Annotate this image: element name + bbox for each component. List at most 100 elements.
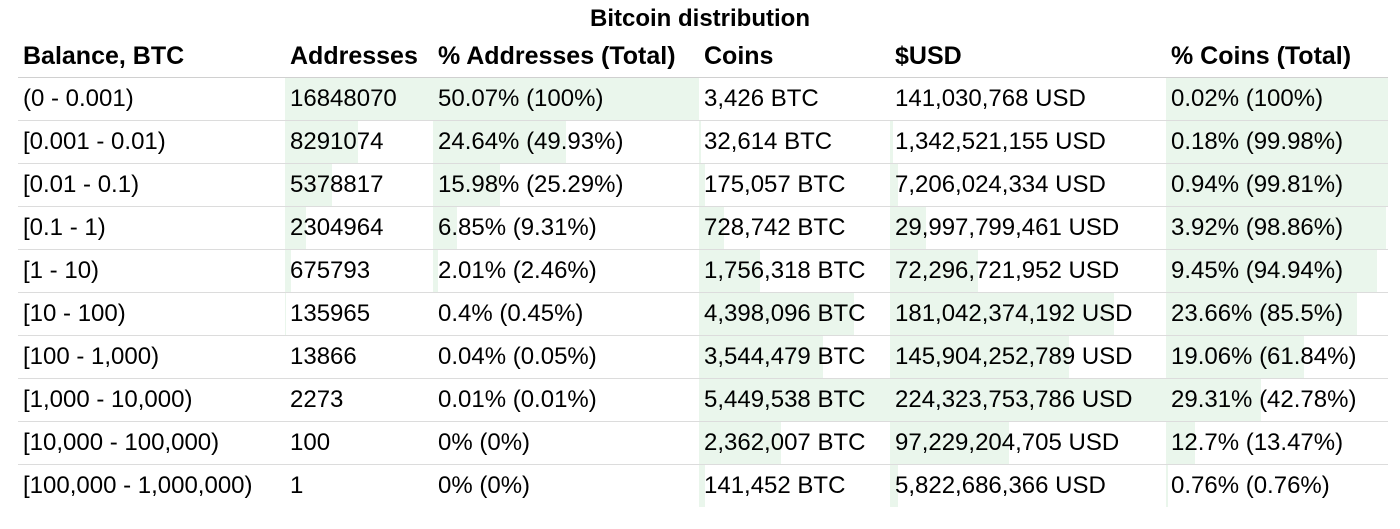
cell-pct-coins: 19.06% (61.84%) xyxy=(1166,335,1388,379)
cell-balance-text: [100,000 - 1,000,000) xyxy=(23,472,253,499)
header-row: Balance, BTC Addresses % Addresses (Tota… xyxy=(18,35,1388,78)
share-bar xyxy=(1166,121,1388,163)
cell-addresses-text: 8291074 xyxy=(290,128,384,155)
cell-addresses-text: 675793 xyxy=(290,257,371,284)
share-bar xyxy=(1166,78,1388,120)
cell-addresses-text: 2304964 xyxy=(290,214,384,241)
cell-pct-addresses-text: 0.4% (0.45%) xyxy=(438,300,584,327)
cell-coins-text: 32,614 BTC xyxy=(704,128,833,155)
table-row: (0 - 0.001) 16848070 50.07% (100%) 3,426 BT… xyxy=(18,77,1388,121)
cell-pct-addresses-text: 2.01% (2.46%) xyxy=(438,257,597,284)
cell-usd-text: 29,997,799,461 USD xyxy=(895,214,1120,241)
share-bar xyxy=(1166,207,1386,249)
cell-usd-text: 141,030,768 USD xyxy=(895,85,1086,112)
share-bar xyxy=(285,78,433,120)
cell-balance-text: [100 - 1,000) xyxy=(23,343,160,370)
cell-pct-addresses: 24.64% (49.93%) xyxy=(433,120,699,164)
cell-pct-coins: 0.02% (100%) xyxy=(1166,77,1388,121)
share-bar xyxy=(699,465,705,507)
cell-addresses: 8291074 xyxy=(285,120,433,164)
cell-balance: [10 - 100) xyxy=(18,292,285,336)
share-bar xyxy=(699,207,724,249)
cell-pct-addresses-text: 0.01% (0.01%) xyxy=(438,386,597,413)
cell-balance-text: [0.01 - 0.1) xyxy=(23,171,140,198)
share-bar xyxy=(1166,293,1357,335)
share-bar xyxy=(890,207,926,249)
cell-usd: 181,042,374,192 USD xyxy=(890,292,1166,336)
share-bar xyxy=(890,121,893,163)
cell-usd: 5,822,686,366 USD xyxy=(890,464,1166,507)
share-bar xyxy=(285,250,291,292)
cell-pct-coins-text: 3.92% (98.86%) xyxy=(1171,214,1344,241)
cell-addresses: 2304964 xyxy=(285,206,433,250)
cell-coins: 175,057 BTC xyxy=(699,163,890,207)
cell-pct-addresses-text: 0.04% (0.05%) xyxy=(438,343,597,370)
table-row: [0.01 - 0.1) 5378817 15.98% (25.29%) 175,05… xyxy=(18,163,1388,207)
cell-balance-text: [1,000 - 10,000) xyxy=(23,386,193,413)
cell-addresses-text: 5378817 xyxy=(290,171,384,198)
cell-addresses-text: 1 xyxy=(290,472,304,499)
cell-usd-text: 224,323,753,786 USD xyxy=(895,386,1133,413)
cell-pct-addresses: 0% (0%) xyxy=(433,421,699,465)
share-bar xyxy=(1166,465,1169,507)
share-bar xyxy=(699,379,890,421)
cell-pct-coins-text: 12.7% (13.47%) xyxy=(1171,429,1344,456)
share-bar xyxy=(285,293,287,335)
cell-addresses: 13866 xyxy=(285,335,433,379)
cell-coins-text: 141,452 BTC xyxy=(704,472,846,499)
cell-pct-coins: 0.76% (0.76%) xyxy=(1166,464,1388,507)
cell-pct-coins: 0.94% (99.81%) xyxy=(1166,163,1388,207)
cell-pct-coins-text: 0.02% (100%) xyxy=(1171,85,1324,112)
table-row: [1,000 - 10,000) 2273 0.01% (0.01%) 5,449,5… xyxy=(18,378,1388,422)
share-bar xyxy=(699,121,701,163)
cell-pct-coins: 9.45% (94.94%) xyxy=(1166,249,1388,293)
cell-balance: [100 - 1,000) xyxy=(18,335,285,379)
cell-coins-text: 2,362,007 BTC xyxy=(704,429,866,456)
cell-balance: [10,000 - 100,000) xyxy=(18,421,285,465)
cell-coins: 3,544,479 BTC xyxy=(699,335,890,379)
cell-pct-addresses: 0.4% (0.45%) xyxy=(433,292,699,336)
cell-usd-text: 5,822,686,366 USD xyxy=(895,472,1106,499)
cell-balance-text: [10 - 100) xyxy=(23,300,126,327)
share-bar xyxy=(1166,379,1262,421)
table-body: (0 - 0.001) 16848070 50.07% (100%) 3,426 BT… xyxy=(18,77,1388,507)
cell-addresses-text: 16848070 xyxy=(290,85,397,112)
cell-coins: 4,398,096 BTC xyxy=(699,292,890,336)
column-header-balance: Balance, BTC xyxy=(18,35,285,78)
cell-addresses: 100 xyxy=(285,421,433,465)
cell-pct-addresses: 0% (0%) xyxy=(433,464,699,507)
cell-addresses-text: 13866 xyxy=(290,343,357,370)
share-bar xyxy=(890,164,899,206)
cell-coins: 1,756,318 BTC xyxy=(699,249,890,293)
cell-balance-text: [1 - 10) xyxy=(23,257,100,284)
share-bar xyxy=(890,465,899,507)
cell-balance-text: [0.001 - 0.01) xyxy=(23,128,166,155)
cell-balance: [0.1 - 1) xyxy=(18,206,285,250)
cell-pct-coins-text: 9.45% (94.94%) xyxy=(1171,257,1344,284)
share-bar xyxy=(890,250,979,292)
cell-pct-coins-text: 19.06% (61.84%) xyxy=(1171,343,1357,370)
cell-usd-text: 1,342,521,155 USD xyxy=(895,128,1106,155)
cell-coins-text: 728,742 BTC xyxy=(704,214,846,241)
column-header-addresses: Addresses xyxy=(285,35,433,78)
cell-usd: 29,997,799,461 USD xyxy=(890,206,1166,250)
cell-pct-addresses-text: 15.98% (25.29%) xyxy=(438,171,624,198)
share-bar xyxy=(1166,422,1195,464)
table-row: [10,000 - 100,000) 100 0% (0%) 2,362,007 BT… xyxy=(18,421,1388,465)
share-bar xyxy=(890,422,1009,464)
cell-balance: [1,000 - 10,000) xyxy=(18,378,285,422)
table-row: [100 - 1,000) 13866 0.04% (0.05%) 3,544,479… xyxy=(18,335,1388,379)
cell-pct-addresses: 0.01% (0.01%) xyxy=(433,378,699,422)
table-row: [10 - 100) 135965 0.4% (0.45%) 4,398,096 BT… xyxy=(18,292,1388,336)
share-bar xyxy=(699,164,705,206)
cell-pct-coins: 29.31% (42.78%) xyxy=(1166,378,1388,422)
column-header-pct-coins: % Coins (Total) xyxy=(1166,35,1388,78)
cell-coins-text: 3,426 BTC xyxy=(704,85,819,112)
cell-pct-coins: 12.7% (13.47%) xyxy=(1166,421,1388,465)
cell-pct-coins-text: 0.76% (0.76%) xyxy=(1171,472,1330,499)
share-bar xyxy=(699,422,782,464)
cell-addresses-text: 100 xyxy=(290,429,331,456)
cell-usd-text: 145,904,252,789 USD xyxy=(895,343,1133,370)
cell-pct-coins-text: 0.94% (99.81%) xyxy=(1171,171,1344,198)
